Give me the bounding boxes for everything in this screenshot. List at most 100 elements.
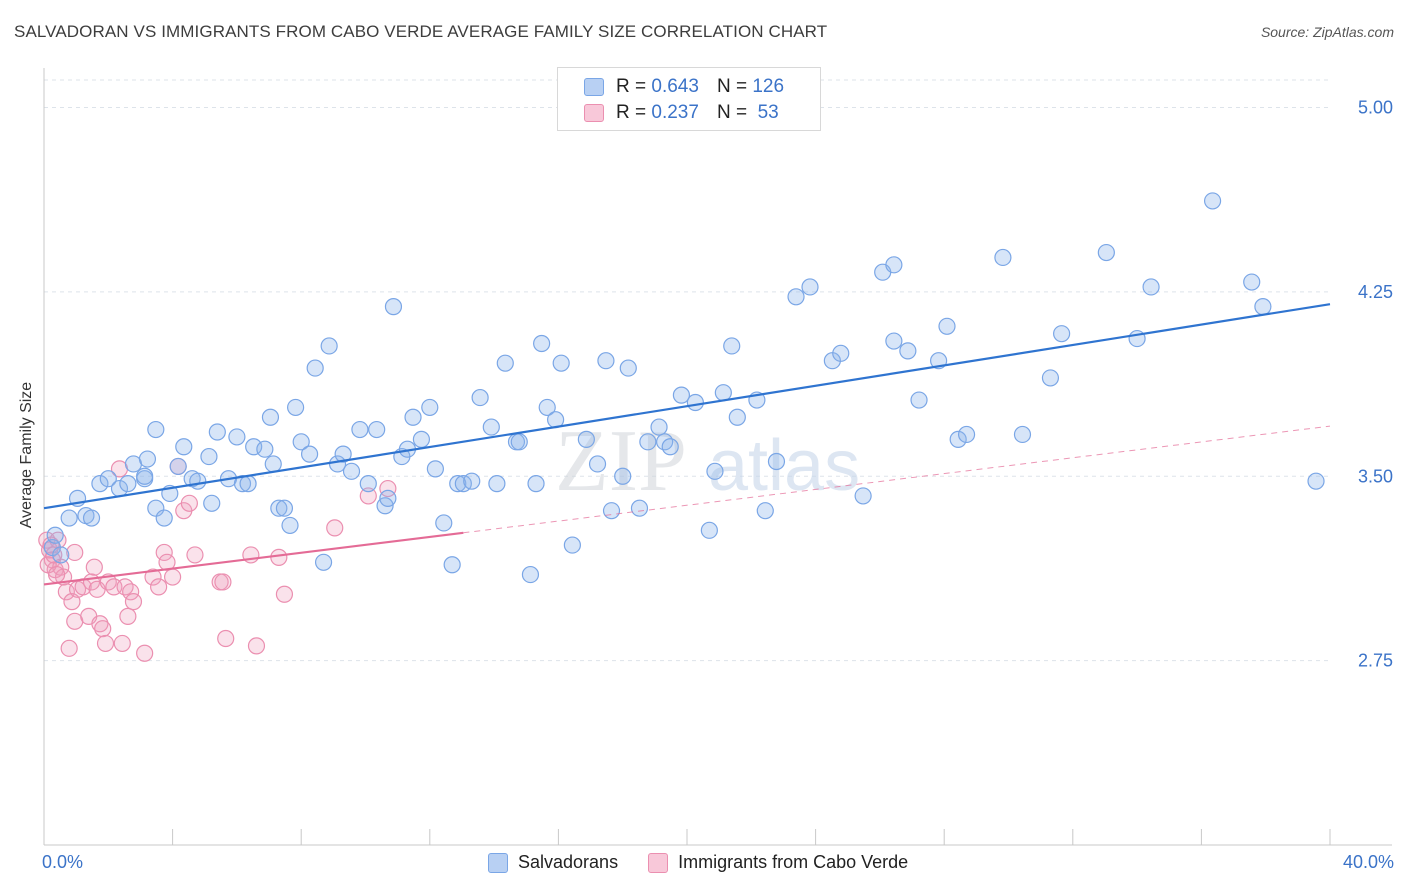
data-point [52, 546, 70, 564]
legend-swatch-blue [584, 78, 604, 96]
data-point [91, 615, 109, 633]
data-point [426, 460, 444, 478]
data-point [379, 479, 397, 498]
legend-swatch-pink [648, 852, 669, 873]
data-point [1142, 278, 1160, 296]
data-point [275, 585, 294, 603]
data-point [359, 487, 377, 505]
data-point [169, 457, 187, 476]
legend-swatch-blue [488, 852, 508, 873]
data-point [957, 425, 976, 444]
stats-legend: R = 0.643 N = 126 R = 0.237 N = 53 [557, 67, 821, 131]
data-point [602, 502, 621, 520]
legend-swatch-pink [584, 104, 604, 122]
data-point [300, 445, 319, 463]
data-point [994, 248, 1012, 267]
data-point [228, 428, 246, 446]
data-point [175, 438, 193, 456]
data-point [577, 430, 595, 448]
data-point [217, 629, 235, 648]
data-point [314, 553, 333, 571]
legend-r-label: R = [616, 102, 647, 123]
data-point [614, 467, 632, 485]
data-point [639, 433, 657, 451]
data-point [239, 475, 257, 493]
data-point [650, 418, 668, 436]
legend-item-cabo-verde: Immigrants from Cabo Verde [648, 852, 908, 873]
data-point [435, 514, 453, 532]
y-tick-label: 2.75 [1358, 651, 1393, 671]
trend-line-cabo-verde-extension [463, 425, 1331, 534]
data-point [326, 519, 344, 537]
data-point [155, 509, 173, 527]
data-point [57, 583, 75, 601]
data-point [359, 475, 377, 493]
data-point [47, 565, 66, 584]
data-point [334, 445, 352, 463]
data-point [256, 440, 274, 458]
data-point [164, 568, 182, 586]
legend-n-value: 53 [757, 102, 779, 123]
data-point [96, 634, 115, 653]
data-point [1013, 425, 1032, 444]
legend-n-label: N = [716, 76, 748, 97]
data-point [854, 487, 872, 505]
data-point [488, 475, 506, 493]
legend-row-salvadorans: R = 0.643 N = 126 [584, 75, 784, 99]
data-point [471, 388, 489, 407]
data-point [404, 408, 422, 426]
data-point [910, 391, 928, 409]
data-point [136, 644, 154, 662]
data-point [368, 420, 386, 439]
data-point [1097, 243, 1115, 262]
trend-lines [43, 303, 1331, 586]
data-point [292, 433, 310, 451]
data-point [186, 546, 204, 564]
data-point [351, 420, 369, 439]
trend-line-salvadorans [43, 303, 1331, 510]
data-point [533, 334, 551, 353]
legend-label-cabo-verde: Immigrants from Cabo Verde [678, 852, 909, 872]
data-point [379, 489, 397, 507]
data-point [496, 354, 514, 372]
legend-n-value: 126 [752, 76, 785, 97]
trend-line-cabo-verde [43, 531, 464, 586]
chart-title: SALVADORAN VS IMMIGRANTS FROM CABO VERDE… [14, 22, 828, 41]
data-point [85, 558, 103, 576]
data-point [449, 475, 467, 493]
data-point [214, 573, 232, 591]
y-tick-label: 5.00 [1358, 98, 1393, 118]
data-point [1243, 273, 1261, 291]
data-point [706, 462, 724, 480]
data-point [1053, 325, 1071, 343]
data-point [510, 433, 528, 451]
x-tick-right: 40.0% [1342, 852, 1394, 872]
data-point [588, 455, 607, 473]
data-point [208, 423, 226, 441]
y-tick-label: 3.50 [1358, 466, 1393, 486]
data-point [421, 398, 439, 417]
data-point [630, 499, 649, 517]
data-point [306, 359, 324, 377]
watermark-atlas: atlas [708, 426, 860, 506]
data-point [463, 472, 481, 490]
data-point [94, 620, 112, 638]
watermark-zip: ZIP [555, 413, 687, 510]
data-point [91, 475, 109, 493]
data-point [384, 298, 403, 316]
data-point [538, 398, 556, 417]
data-point [203, 494, 221, 512]
data-point [801, 278, 819, 296]
axes [43, 68, 1392, 846]
legend-r-value: 0.237 [651, 102, 699, 123]
data-point [147, 420, 165, 439]
data-point [1254, 298, 1272, 316]
legend-row-cabo-verde: R = 0.237 N = 53 [584, 101, 779, 125]
gridlines [44, 79, 1330, 662]
data-point [412, 430, 431, 448]
data-point [1041, 369, 1060, 387]
legend-r-label: R = [616, 76, 647, 97]
y-tick-labels: 2.75 3.50 4.25 5.00 [1358, 98, 1393, 671]
data-point [82, 509, 101, 527]
data-point [66, 543, 84, 562]
